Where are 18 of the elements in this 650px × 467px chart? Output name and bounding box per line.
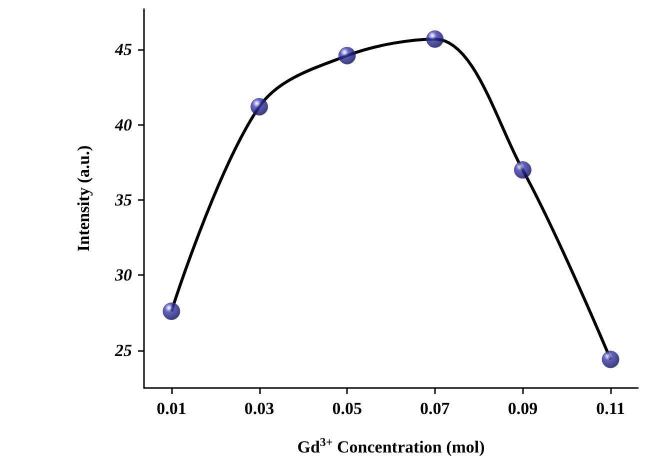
y-tick-label: 35 <box>114 190 132 210</box>
y-tick-label: 40 <box>114 115 132 134</box>
point <box>514 161 532 179</box>
point <box>602 350 620 368</box>
x-tick-label: 0.09 <box>508 399 538 418</box>
y-tick-label: 25 <box>114 340 132 360</box>
point <box>250 98 268 116</box>
x-tick-label: 0.07 <box>420 399 450 418</box>
y-tick-label: 30 <box>114 266 132 285</box>
point <box>426 30 444 48</box>
x-tick-label: 0.05 <box>332 399 362 418</box>
x-tick-label: 0.03 <box>244 399 274 418</box>
y-axis-title: Intensity (a.u.) <box>74 145 93 252</box>
point <box>338 46 356 64</box>
x-tick-label: 0.01 <box>156 399 186 418</box>
y-tick-label: 45 <box>114 40 132 60</box>
point <box>162 302 180 320</box>
x-tick-label: 0.11 <box>596 399 625 418</box>
